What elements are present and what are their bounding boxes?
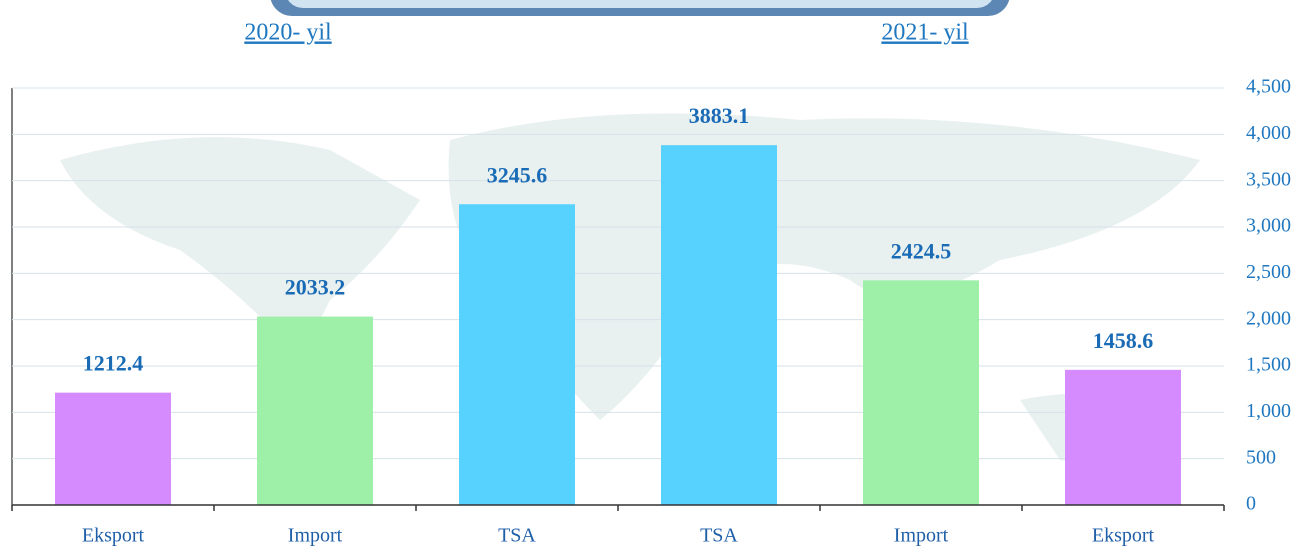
value-label: 1212.4 — [83, 351, 144, 376]
x-tick-label: Import — [894, 525, 949, 547]
x-tick-label: TSA — [700, 525, 738, 547]
bar — [863, 280, 979, 505]
value-label: 3245.6 — [487, 162, 548, 187]
y-tick-label: 3,000 — [1246, 215, 1291, 237]
x-tick-label: Eksport — [1092, 525, 1155, 547]
bar — [459, 204, 575, 505]
value-label: 1458.6 — [1093, 328, 1154, 353]
header-shape-inner — [288, 0, 992, 8]
value-label: 2033.2 — [285, 275, 346, 300]
y-tick-label: 1,500 — [1246, 354, 1291, 376]
x-tick-label: Import — [288, 525, 343, 547]
x-tick-label: Eksport — [82, 525, 145, 547]
y-tick-label: 500 — [1246, 446, 1276, 468]
y-tick-label: 1,000 — [1246, 400, 1291, 422]
y-tick-label: 0 — [1246, 493, 1256, 515]
bar — [257, 316, 373, 505]
y-tick-label: 2,000 — [1246, 307, 1291, 329]
map-background — [60, 113, 1200, 462]
y-tick-label: 2,500 — [1246, 261, 1291, 283]
y-tick-label: 4,500 — [1246, 76, 1291, 98]
bar — [1065, 369, 1181, 505]
value-label: 2424.5 — [891, 238, 952, 263]
bar — [661, 145, 777, 505]
y-tick-label: 3,500 — [1246, 168, 1291, 190]
value-label: 3883.1 — [689, 103, 750, 128]
year-label: 2021- yil — [881, 20, 969, 46]
year-label: 2020- yil — [244, 20, 332, 46]
y-tick-label: 4,000 — [1246, 122, 1291, 144]
x-tick-label: TSA — [498, 525, 536, 547]
bar — [55, 392, 171, 505]
